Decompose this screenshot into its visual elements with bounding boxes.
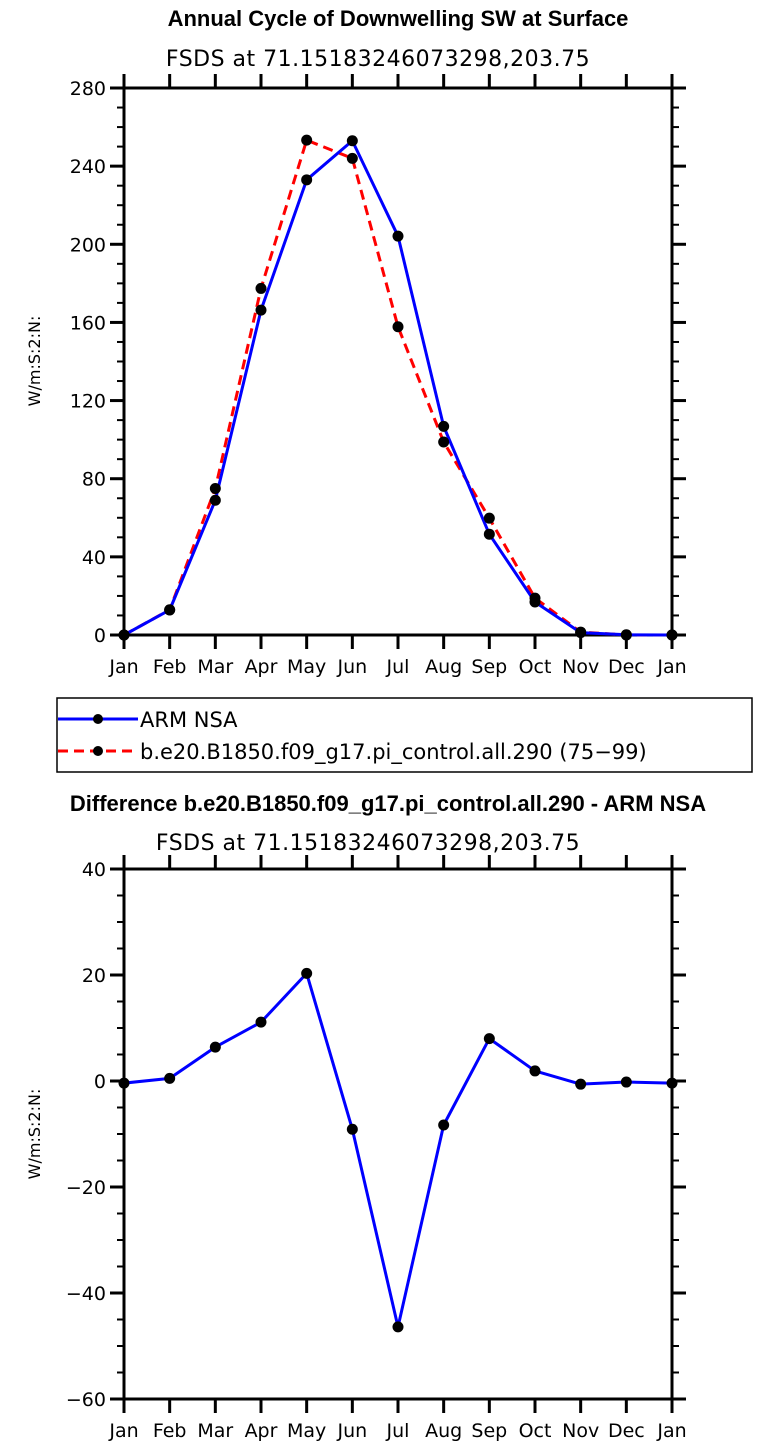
y-tick-label: 280	[70, 78, 106, 100]
x-tick-label: Jan	[108, 1420, 138, 1442]
x-tick-label: Jul	[386, 656, 410, 678]
data-point-1	[620, 629, 632, 641]
data-point-0	[164, 1072, 176, 1084]
y-tick-label: −60	[66, 1389, 106, 1411]
data-point-1	[483, 512, 495, 524]
data-point-0	[209, 1041, 221, 1053]
x-tick-label: Aug	[425, 1420, 462, 1442]
data-point-1	[529, 592, 541, 604]
x-tick-label: May	[287, 1420, 326, 1442]
plot-frame	[122, 867, 674, 1401]
plot-annual-cycle: Jan Feb Mar Apr May Jun Jul Aug Sep Oct Nov Dec Jan0…	[70, 74, 687, 678]
data-point-1	[346, 152, 358, 164]
x-tick-label: May	[287, 656, 326, 678]
x-tick-label: Oct	[519, 1420, 552, 1442]
y-tick-label: 160	[70, 312, 106, 334]
x-tick-label: Sep	[471, 656, 507, 678]
x-tick-label: Feb	[153, 656, 187, 678]
data-point-0	[346, 135, 358, 147]
data-point-0	[620, 1076, 632, 1088]
x-tick-label: Feb	[153, 1420, 187, 1442]
legend-marker-model	[93, 746, 103, 756]
data-point-0	[666, 1077, 678, 1089]
x-tick-label: Jan	[108, 656, 138, 678]
x-tick-label: Jun	[336, 656, 367, 678]
y-tick-label: 40	[82, 859, 106, 881]
x-tick-label: Jun	[336, 1420, 367, 1442]
series-line-1	[123, 138, 672, 637]
chart-title-bottom: Difference b.e20.B1850.f09_g17.pi_contro…	[70, 791, 706, 816]
x-tick-label: Jul	[386, 1420, 410, 1442]
x-tick-label: Apr	[245, 1420, 278, 1442]
x-tick-label: Oct	[519, 656, 552, 678]
data-point-0	[392, 230, 404, 242]
data-point-0	[483, 1033, 495, 1045]
data-point-0	[529, 1065, 541, 1077]
data-point-0	[301, 174, 313, 186]
data-point-1	[255, 282, 267, 294]
y-tick-label: 40	[82, 547, 106, 569]
x-tick-label: Jan	[656, 656, 686, 678]
data-point-0	[209, 494, 221, 506]
x-tick-label: Sep	[471, 1420, 507, 1442]
y-tick-label: 200	[70, 234, 106, 256]
data-point-1	[209, 482, 221, 494]
x-tick-label: Apr	[245, 656, 278, 678]
data-point-0	[118, 1077, 130, 1089]
y-tick-label: 0	[94, 625, 106, 647]
data-point-1	[164, 604, 176, 616]
legend-box	[56, 697, 753, 773]
y-tick-label: −20	[66, 1177, 106, 1199]
chart-subtitle-bottom: FSDS at 71.15183246073298,203.75	[156, 831, 580, 856]
x-tick-label: Dec	[608, 656, 645, 678]
legend-label-model: b.e20.B1850.f09_g17.pi_control.all.290 (…	[140, 740, 647, 765]
y-tick-label: 20	[82, 965, 106, 987]
plot-difference: Jan Feb Mar Apr May Jun Jul Aug Sep Oct Nov Dec Jan−…	[66, 855, 687, 1442]
data-point-1	[438, 436, 450, 448]
legend-marker-arm	[93, 714, 103, 724]
data-point-0	[301, 967, 313, 979]
data-point-0	[575, 1078, 587, 1090]
x-tick-label: Mar	[197, 1420, 233, 1442]
chart-subtitle-top: FSDS at 71.15183246073298,203.75	[166, 47, 590, 72]
x-tick-label: Jan	[656, 1420, 686, 1442]
data-point-1	[118, 629, 130, 641]
x-tick-label: Mar	[197, 656, 233, 678]
y-tick-label: 240	[70, 156, 106, 178]
y-tick-label: −40	[66, 1283, 106, 1305]
data-point-0	[346, 1123, 358, 1135]
x-tick-label: Aug	[425, 656, 462, 678]
y-axis-label-bottom: W/m:S:2:N:	[25, 1089, 44, 1180]
x-tick-label: Dec	[608, 1420, 645, 1442]
chart-title-top: Annual Cycle of Downwelling SW at Surfac…	[168, 6, 629, 31]
data-point-1	[575, 626, 587, 638]
x-tick-label: Nov	[562, 656, 599, 678]
plot-frame	[122, 86, 674, 637]
data-point-1	[301, 134, 313, 146]
data-point-0	[392, 1321, 404, 1333]
y-tick-label: 120	[70, 391, 106, 413]
data-point-0	[438, 420, 450, 432]
y-axis-label-top: W/m:S:2:N:	[25, 316, 44, 407]
series-line-0	[123, 139, 673, 637]
data-point-0	[483, 528, 495, 540]
legend-label-arm: ARM NSA	[140, 708, 238, 732]
legend: ARM NSA b.e20.B1850.f09_g17.pi_control.a…	[56, 697, 753, 773]
data-point-0	[255, 304, 267, 316]
y-tick-label: 80	[82, 469, 106, 491]
y-tick-label: 0	[94, 1071, 106, 1093]
data-point-0	[438, 1119, 450, 1131]
data-point-1	[392, 321, 404, 333]
series-line-0	[123, 971, 673, 1329]
data-point-0	[255, 1016, 267, 1028]
data-point-1	[666, 629, 678, 641]
x-tick-label: Nov	[562, 1420, 599, 1442]
